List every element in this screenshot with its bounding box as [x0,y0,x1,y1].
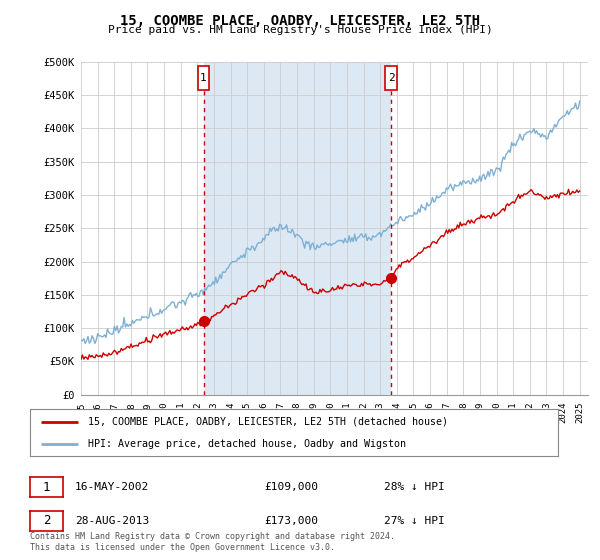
FancyBboxPatch shape [385,66,397,90]
Text: 15, COOMBE PLACE, OADBY, LEICESTER, LE2 5TH (detached house): 15, COOMBE PLACE, OADBY, LEICESTER, LE2 … [88,417,448,427]
Text: 27% ↓ HPI: 27% ↓ HPI [384,516,445,526]
Text: HPI: Average price, detached house, Oadby and Wigston: HPI: Average price, detached house, Oadb… [88,438,406,449]
Text: Price paid vs. HM Land Registry's House Price Index (HPI): Price paid vs. HM Land Registry's House … [107,25,493,35]
Text: £173,000: £173,000 [264,516,318,526]
Text: 15, COOMBE PLACE, OADBY, LEICESTER, LE2 5TH: 15, COOMBE PLACE, OADBY, LEICESTER, LE2 … [120,14,480,28]
Text: 28% ↓ HPI: 28% ↓ HPI [384,482,445,492]
Text: 2: 2 [388,73,394,83]
Bar [203,62,391,395]
Text: £109,000: £109,000 [264,482,318,492]
Text: 1: 1 [200,73,207,83]
Text: 16-MAY-2002: 16-MAY-2002 [75,482,149,492]
Text: 1: 1 [43,480,50,494]
FancyBboxPatch shape [197,66,209,90]
Text: 2: 2 [43,514,50,528]
Text: Contains HM Land Registry data © Crown copyright and database right 2024.
This d: Contains HM Land Registry data © Crown c… [30,532,395,552]
Text: 28-AUG-2013: 28-AUG-2013 [75,516,149,526]
